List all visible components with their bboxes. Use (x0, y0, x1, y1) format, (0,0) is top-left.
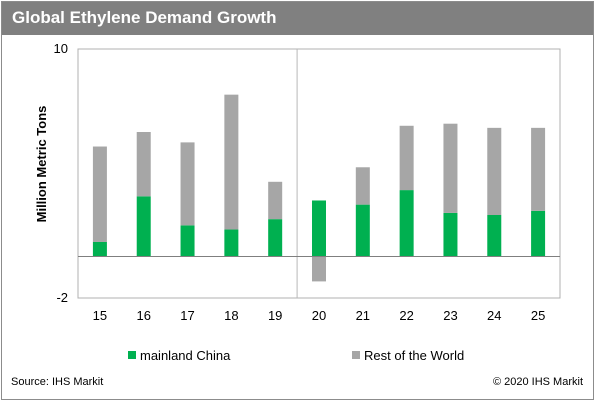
bar-rest-of-world (443, 123, 458, 213)
legend-swatch (128, 351, 136, 359)
x-tick-label: 23 (443, 308, 457, 323)
x-tick-label: 20 (312, 308, 326, 323)
x-tick-label: 19 (268, 308, 282, 323)
bar-mainland-china (399, 190, 414, 257)
plot-area: 10 -2 15 16 17 18 19 20 21 22 23 24 25 (54, 41, 561, 323)
source-note: Source: IHS Markit (11, 376, 104, 388)
x-tick-label: 15 (93, 308, 107, 323)
legend: mainland China Rest of the World (128, 348, 464, 363)
legend-swatch (352, 351, 360, 359)
bar-mainland-china (312, 200, 326, 257)
plot-border (77, 48, 561, 299)
bar-rest-of-world (92, 146, 107, 242)
bar-rest-of-world (268, 181, 283, 220)
bar-rest-of-world (355, 167, 370, 205)
copyright-note: © 2020 IHS Markit (492, 376, 583, 388)
x-tick-label: 17 (180, 308, 194, 323)
y-tick-label: 10 (54, 41, 68, 56)
bar-rest-of-world (180, 142, 195, 226)
bar-rest-of-world (487, 127, 502, 215)
bar-rest-of-world (531, 127, 546, 211)
bar-mainland-china (224, 229, 239, 257)
y-axis-label: Million Metric Tons (34, 106, 49, 223)
bar-mainland-china (92, 241, 107, 257)
bar-mainland-china (268, 219, 283, 257)
bar-mainland-china (443, 212, 458, 257)
bar-mainland-china (531, 210, 546, 257)
x-tick-label: 24 (487, 308, 501, 323)
bar-rest-of-world (399, 125, 414, 191)
bar-mainland-china (487, 215, 502, 257)
legend-label: Rest of the World (364, 348, 464, 363)
bar-rest-of-world (224, 94, 239, 230)
chart-title: Global Ethylene Demand Growth (12, 8, 277, 27)
bar-rest-of-world (136, 132, 151, 197)
bar-mainland-china (136, 196, 151, 257)
x-tick-label: 25 (531, 308, 545, 323)
legend-label: mainland China (140, 348, 231, 363)
bar-mainland-china (180, 225, 195, 257)
y-tick-label: -2 (56, 290, 68, 305)
x-tick-label: 16 (136, 308, 150, 323)
x-tick-label: 21 (356, 308, 370, 323)
chart-header: Global Ethylene Demand Growth (2, 2, 593, 35)
bar-rest-of-world (312, 256, 326, 282)
x-tick-label: 22 (399, 308, 413, 323)
bar-mainland-china (355, 204, 370, 257)
x-tick-label: 18 (224, 308, 238, 323)
